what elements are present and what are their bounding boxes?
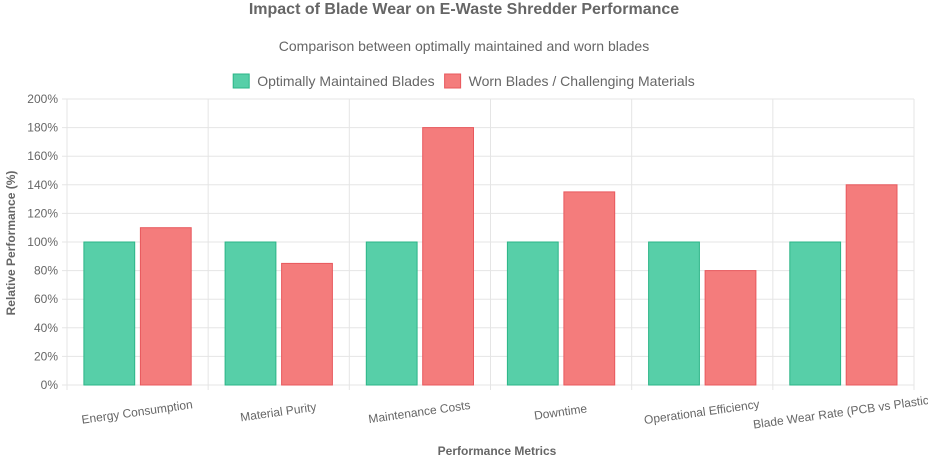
grid-lines (62, 98, 915, 390)
bar-worn-4[interactable] (704, 270, 757, 386)
y-tick-label: 80% (34, 264, 58, 278)
chart-title: Impact of Blade Wear on E-Waste Shredder… (249, 1, 679, 18)
x-tick-label: Operational Efficiency (643, 397, 760, 427)
x-tick-label: Blade Wear Rate (PCB vs Plastic) (752, 392, 928, 431)
x-tick-label: Maintenance Costs (368, 398, 472, 426)
y-tick-label: 200% (27, 92, 58, 106)
y-tick-label: 0% (41, 378, 59, 392)
y-tick-label: 120% (27, 206, 58, 220)
legend-item-0[interactable]: Optimally Maintained Blades (232, 73, 435, 89)
y-tick-label: 40% (34, 321, 58, 335)
y-tick-label: 180% (27, 121, 58, 135)
bar-optimal-0[interactable] (83, 241, 136, 386)
x-tick-label: Downtime (533, 401, 588, 422)
y-tick-label: 60% (34, 292, 58, 306)
legend-label: Worn Blades / Challenging Materials (469, 73, 695, 89)
bar-optimal-2[interactable] (365, 241, 418, 386)
bar-worn-3[interactable] (563, 191, 616, 386)
legend-swatch (444, 73, 462, 89)
bar-optimal-4[interactable] (648, 241, 700, 386)
x-tick-label: Energy Consumption (81, 397, 194, 426)
chart-subtitle: Comparison between optimally maintained … (279, 38, 649, 54)
bar-worn-1[interactable] (281, 262, 333, 386)
x-axis-ticks: Energy Consumption Material Purity Mainten… (81, 392, 928, 431)
legend-swatch (232, 73, 250, 89)
y-tick-label: 140% (27, 178, 58, 192)
bar-optimal-5[interactable] (789, 241, 842, 386)
legend-item-1[interactable]: Worn Blades / Challenging Materials (444, 73, 695, 89)
bar-optimal-3[interactable] (506, 241, 559, 386)
y-axis-ticks: 0% 20% 40% 60% 80% 100% 120% 140% 160% 180% 200% (27, 92, 58, 392)
bar-optimal-1[interactable] (224, 241, 277, 386)
legend-label: Optimally Maintained Blades (257, 73, 434, 89)
y-axis-title: Relative Performance (%) (4, 171, 18, 316)
x-tick-label: Material Purity (239, 400, 317, 425)
legend[interactable]: Optimally Maintained Blades Worn Blades /… (232, 73, 695, 89)
y-tick-label: 160% (27, 149, 58, 163)
bar-worn-5[interactable] (845, 184, 898, 386)
bars (83, 127, 898, 386)
bar-worn-0[interactable] (139, 227, 192, 386)
x-axis-title: Performance Metrics (438, 444, 557, 458)
y-tick-label: 20% (34, 349, 58, 363)
bar-worn-2[interactable] (422, 127, 475, 386)
y-tick-label: 100% (27, 235, 58, 249)
